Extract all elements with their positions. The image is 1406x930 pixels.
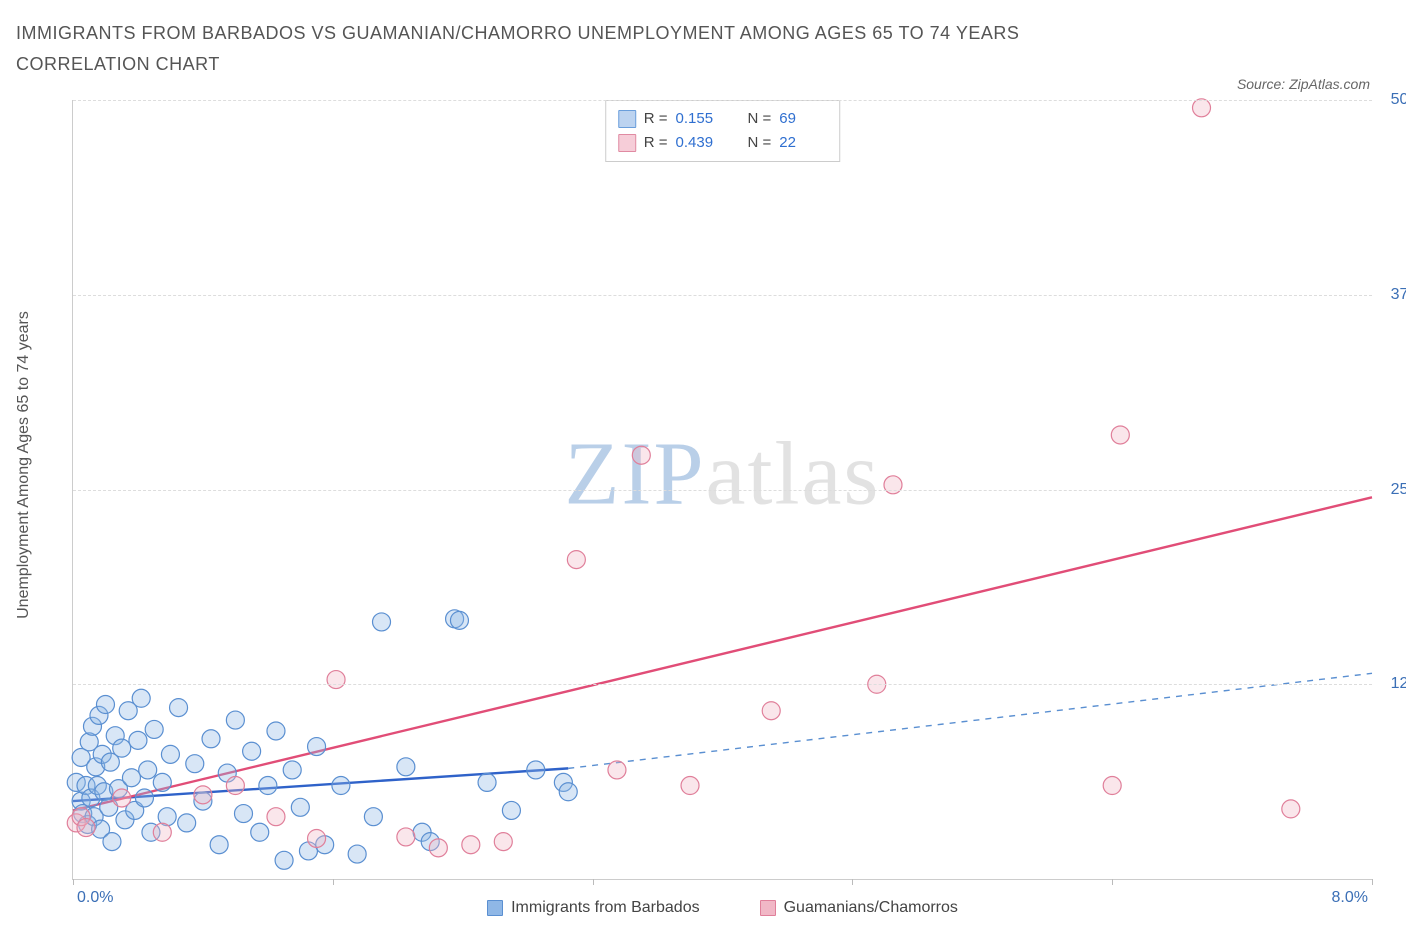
y-tick-label: 50.0% bbox=[1391, 91, 1406, 109]
scatter-point bbox=[170, 699, 188, 717]
scatter-point bbox=[113, 739, 131, 757]
legend-swatch-guam bbox=[760, 900, 776, 916]
scatter-point bbox=[527, 761, 545, 779]
stat-n-label: N = bbox=[748, 131, 772, 155]
scatter-point bbox=[1282, 800, 1300, 818]
stat-swatch bbox=[618, 134, 636, 152]
gridline bbox=[73, 100, 1372, 101]
scatter-point bbox=[348, 845, 366, 863]
scatter-point bbox=[243, 742, 261, 760]
scatter-point bbox=[608, 761, 626, 779]
scatter-point bbox=[194, 786, 212, 804]
scatter-point bbox=[275, 851, 293, 869]
stat-n-value: 69 bbox=[779, 107, 827, 131]
scatter-point bbox=[139, 761, 157, 779]
scatter-point bbox=[494, 833, 512, 851]
scatter-point bbox=[332, 777, 350, 795]
stat-row: R = 0.155 N = 69 bbox=[618, 107, 828, 131]
scatter-point bbox=[308, 738, 326, 756]
x-tick-mark bbox=[852, 879, 853, 885]
scatter-point bbox=[135, 789, 153, 807]
scatter-point bbox=[681, 777, 699, 795]
scatter-point bbox=[113, 789, 131, 807]
scatter-point bbox=[226, 711, 244, 729]
stat-r-value: 0.439 bbox=[676, 131, 724, 155]
stat-r-label: R = bbox=[644, 107, 668, 131]
scatter-point bbox=[259, 777, 277, 795]
scatter-point bbox=[429, 839, 447, 857]
stat-n-label: N = bbox=[748, 107, 772, 131]
stat-row: R = 0.439 N = 22 bbox=[618, 131, 828, 155]
scatter-point bbox=[145, 720, 163, 738]
scatter-point bbox=[153, 773, 171, 791]
legend-item-guam: Guamanians/Chamorros bbox=[760, 899, 958, 917]
scatter-point bbox=[129, 731, 147, 749]
scatter-point bbox=[559, 783, 577, 801]
scatter-point bbox=[1193, 99, 1211, 117]
scatter-point bbox=[502, 801, 520, 819]
scatter-point bbox=[1103, 777, 1121, 795]
scatter-point bbox=[450, 611, 468, 629]
scatter-point bbox=[96, 696, 114, 714]
scatter-point bbox=[226, 777, 244, 795]
scatter-point bbox=[1111, 426, 1129, 444]
scatter-point bbox=[364, 808, 382, 826]
stat-swatch bbox=[618, 110, 636, 128]
stat-n-value: 22 bbox=[779, 131, 827, 155]
stat-r-label: R = bbox=[644, 131, 668, 155]
scatter-point bbox=[178, 814, 196, 832]
scatter-point bbox=[478, 773, 496, 791]
scatter-point bbox=[186, 755, 204, 773]
gridline bbox=[73, 490, 1372, 491]
x-tick-mark bbox=[73, 879, 74, 885]
plot-area: ZIPatlas R =0.155N =69R =0.439N =22 0.0%… bbox=[72, 100, 1372, 880]
scatter-point bbox=[373, 613, 391, 631]
scatter-point bbox=[632, 446, 650, 464]
scatter-point bbox=[308, 829, 326, 847]
scatter-point bbox=[884, 476, 902, 494]
scatter-point bbox=[462, 836, 480, 854]
scatter-point bbox=[762, 702, 780, 720]
scatter-point bbox=[567, 551, 585, 569]
legend-label-barbados: Immigrants from Barbados bbox=[511, 899, 700, 917]
gridline bbox=[73, 684, 1372, 685]
scatter-point bbox=[132, 689, 150, 707]
x-tick-mark bbox=[593, 879, 594, 885]
chart-container: ZIPatlas R =0.155N =69R =0.439N =22 0.0%… bbox=[52, 100, 1372, 880]
y-tick-label: 12.5% bbox=[1391, 675, 1406, 693]
scatter-point bbox=[122, 769, 140, 787]
scatter-point bbox=[153, 823, 171, 841]
scatter-point bbox=[327, 671, 345, 689]
source-label: Source: ZipAtlas.com bbox=[1237, 76, 1370, 92]
scatter-point bbox=[291, 798, 309, 816]
scatter-point bbox=[267, 808, 285, 826]
stat-r-value: 0.155 bbox=[676, 107, 724, 131]
y-axis-title: Unemployment Among Ages 65 to 74 years bbox=[15, 311, 33, 619]
chart-title: IMMIGRANTS FROM BARBADOS VS GUAMANIAN/CH… bbox=[16, 18, 1106, 79]
legend-item-barbados: Immigrants from Barbados bbox=[487, 899, 700, 917]
y-tick-label: 25.0% bbox=[1391, 481, 1406, 499]
scatter-point bbox=[283, 761, 301, 779]
legend-swatch-barbados bbox=[487, 900, 503, 916]
gridline bbox=[73, 295, 1372, 296]
scatter-point bbox=[161, 745, 179, 763]
y-tick-label: 37.5% bbox=[1391, 286, 1406, 304]
scatter-point bbox=[251, 823, 269, 841]
scatter-point bbox=[397, 828, 415, 846]
scatter-point bbox=[234, 805, 252, 823]
scatter-point bbox=[267, 722, 285, 740]
scatter-point bbox=[210, 836, 228, 854]
correlation-stats-box: R = 0.155 N = 69 R = 0.439 N = 22 bbox=[605, 100, 841, 162]
x-tick-mark bbox=[333, 879, 334, 885]
x-tick-mark bbox=[1112, 879, 1113, 885]
scatter-point bbox=[202, 730, 220, 748]
scatter-point bbox=[77, 819, 95, 837]
scatter-point bbox=[103, 833, 121, 851]
scatter-point bbox=[397, 758, 415, 776]
x-axis-series-legend: Immigrants from Barbados Guamanians/Cham… bbox=[73, 899, 1372, 917]
x-tick-mark bbox=[1372, 879, 1373, 885]
legend-label-guam: Guamanians/Chamorros bbox=[784, 899, 958, 917]
